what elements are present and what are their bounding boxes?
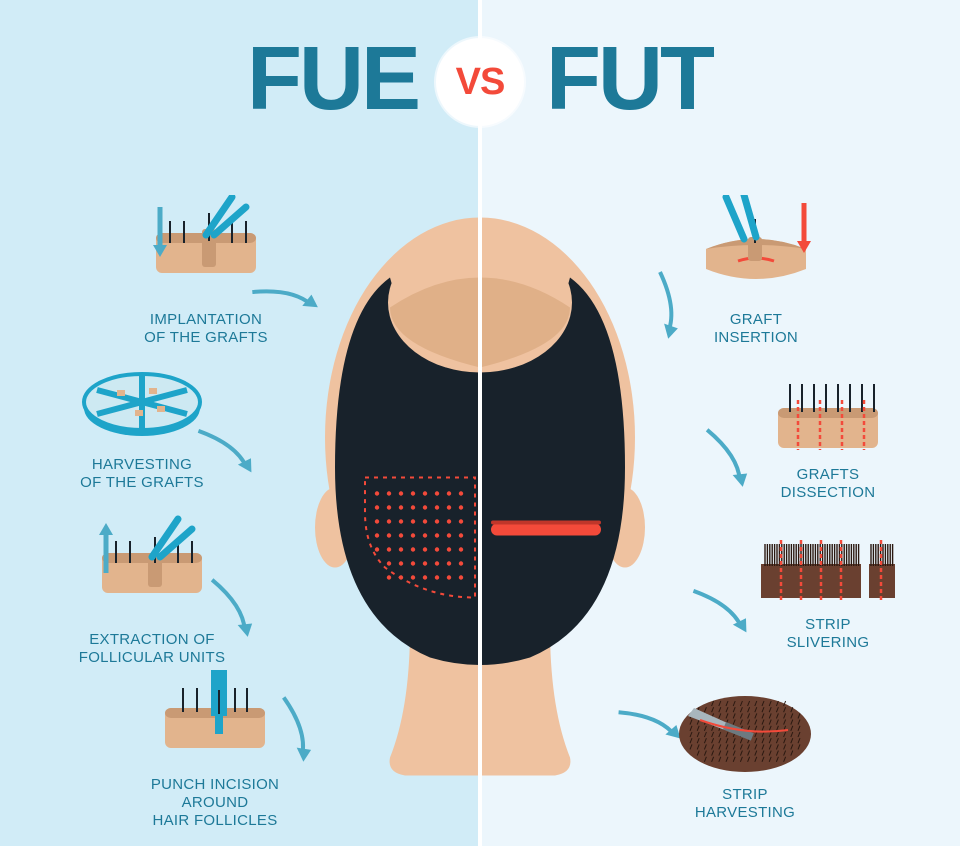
step-dissection: GRAFTS DISSECTION — [748, 370, 908, 502]
vs-badge: VS — [436, 38, 524, 126]
harvest-label: HARVESTING OF THE GRAFTS — [62, 456, 222, 492]
step-punch: PUNCH INCISION AROUND HAIR FOLLICLES — [135, 670, 295, 830]
strip_sliver-icon — [748, 530, 908, 610]
flow-arrow — [672, 572, 758, 654]
insertion-icon — [676, 195, 836, 305]
step-strip_harvest: STRIP HARVESTING — [665, 680, 825, 822]
infographic-canvas: FUE FUT VS — [0, 0, 960, 846]
strip_sliver-label: STRIP SLIVERING — [748, 616, 908, 652]
step-insertion: GRAFT INSERTION — [676, 195, 836, 347]
extraction-label: EXTRACTION OF FOLLICULAR UNITS — [72, 631, 232, 667]
implant-icon — [126, 195, 286, 305]
dissection-label: GRAFTS DISSECTION — [748, 466, 908, 502]
title-fue: FUE — [247, 28, 418, 131]
harvest-icon — [62, 360, 222, 450]
strip_harvest-icon — [665, 680, 825, 780]
extraction-icon — [72, 515, 232, 625]
step-strip_sliver: STRIP SLIVERING — [748, 530, 908, 652]
insertion-label: GRAFT INSERTION — [676, 311, 836, 347]
title-fut: FUT — [546, 28, 712, 131]
step-extraction: EXTRACTION OF FOLLICULAR UNITS — [72, 515, 232, 667]
step-harvest: HARVESTING OF THE GRAFTS — [62, 360, 222, 492]
strip_harvest-label: STRIP HARVESTING — [665, 786, 825, 822]
step-implant: IMPLANTATION OF THE GRAFTS — [126, 195, 286, 347]
punch-icon — [135, 670, 295, 770]
punch-label: PUNCH INCISION AROUND HAIR FOLLICLES — [135, 776, 295, 830]
implant-label: IMPLANTATION OF THE GRAFTS — [126, 311, 286, 347]
dissection-icon — [748, 370, 908, 460]
center-divider — [478, 0, 482, 846]
